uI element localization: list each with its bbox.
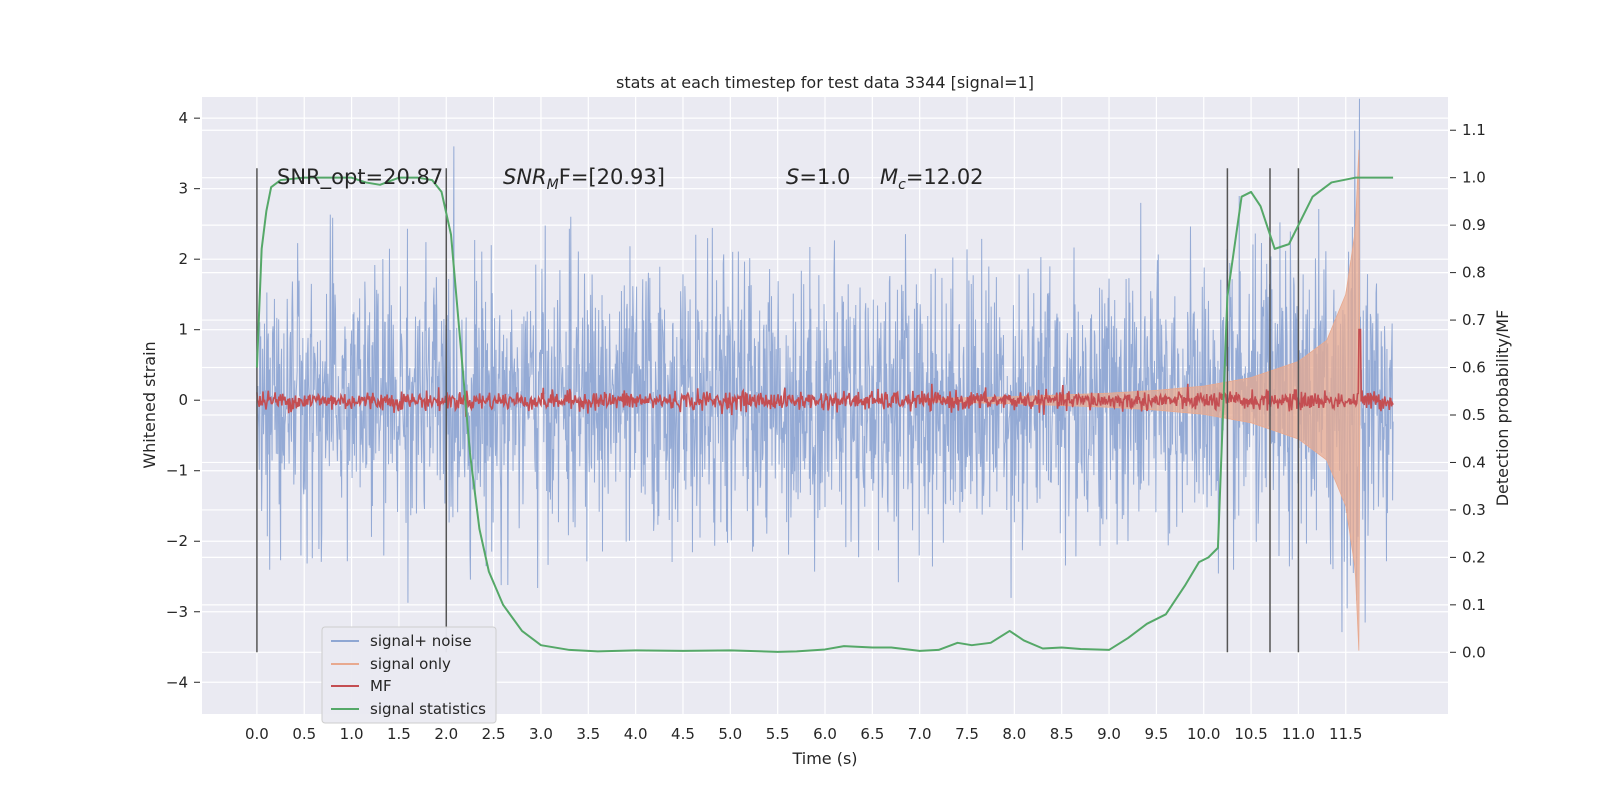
annotation-snr-mf-sub: M bbox=[547, 177, 559, 193]
x-tick-label: 8.0 bbox=[1002, 725, 1026, 743]
y-tick-label: −2 bbox=[166, 532, 188, 550]
tick-labels: 0.0 0.5 1.0 1.5 2.0 2.5 3.0 3.5 4.0 4.5 5.0 5.5 6.0 6… bbox=[166, 109, 1486, 743]
x-tick-label: 6.0 bbox=[813, 725, 837, 743]
y2-tick-label: 1.0 bbox=[1462, 169, 1486, 187]
legend-label-signal-only: signal only bbox=[370, 655, 451, 673]
y-tick-label: −3 bbox=[166, 603, 188, 621]
y-tick-label: 0 bbox=[178, 391, 188, 409]
annotation-s-main: S bbox=[786, 165, 799, 189]
data-layer bbox=[255, 98, 1394, 653]
x-tick-label: 11.5 bbox=[1329, 725, 1362, 743]
annotation-mc-rest: =12.02 bbox=[906, 165, 984, 189]
y2-tick-label: 0.3 bbox=[1462, 501, 1486, 519]
x-tick-label: 1.5 bbox=[387, 725, 411, 743]
x-tick-label: 3.0 bbox=[529, 725, 553, 743]
x-tick-label: 6.5 bbox=[860, 725, 884, 743]
y-tick-label: 2 bbox=[178, 250, 188, 268]
y2-tick-label: 0.8 bbox=[1462, 264, 1486, 282]
legend-label-signal-statistics: signal statistics bbox=[370, 700, 486, 718]
x-tick-label: 5.0 bbox=[718, 725, 742, 743]
annotation-snr-mf-rest: F=[20.93] bbox=[559, 165, 665, 189]
legend-label-signal-noise: signal+ noise bbox=[370, 632, 472, 650]
series-signal-statistics-line bbox=[255, 176, 1394, 653]
x-tick-label: 2.0 bbox=[434, 725, 458, 743]
y2-tick-label: 0.6 bbox=[1462, 359, 1486, 377]
x-tick-label: 10.0 bbox=[1187, 725, 1220, 743]
x-tick-label: 0.5 bbox=[292, 725, 316, 743]
annotation-snr-opt: SNR_opt=20.87 bbox=[277, 165, 443, 190]
x-tick-label: 11.0 bbox=[1282, 725, 1315, 743]
legend: signal+ noise signal only MF signal stat… bbox=[321, 626, 497, 724]
y-tick-label: 3 bbox=[178, 180, 188, 198]
y2-axis-label: Detection probability/MF bbox=[1493, 310, 1512, 507]
x-tick-label: 7.5 bbox=[955, 725, 979, 743]
x-tick-label: 9.0 bbox=[1097, 725, 1121, 743]
x-tick-label: 10.5 bbox=[1234, 725, 1267, 743]
y2-tick-label: 1.1 bbox=[1462, 121, 1486, 139]
x-tick-label: 5.5 bbox=[766, 725, 790, 743]
y2-tick-label: 0.4 bbox=[1462, 453, 1486, 471]
x-axis-label: Time (s) bbox=[791, 749, 857, 768]
x-tick-label: 4.0 bbox=[624, 725, 648, 743]
legend-label-mf: MF bbox=[370, 677, 392, 695]
x-tick-label: 0.0 bbox=[245, 725, 269, 743]
chart-title: stats at each timestep for test data 334… bbox=[616, 73, 1034, 92]
y-tick-label: −4 bbox=[166, 673, 188, 691]
x-tick-label: 1.0 bbox=[340, 725, 364, 743]
y2-tick-label: 0.2 bbox=[1462, 548, 1486, 566]
y-tick-label: −1 bbox=[166, 462, 188, 480]
annotations: SNR_opt=20.87 SNRMF=[20.93] S=1.0 Mc=12.… bbox=[277, 165, 984, 193]
annotation-mc-sub: c bbox=[898, 177, 906, 193]
annotation-mc: Mc=12.02 bbox=[880, 165, 984, 193]
legend-box bbox=[321, 626, 497, 724]
annotation-s: S=1.0 bbox=[786, 165, 850, 189]
x-tick-label: 2.5 bbox=[482, 725, 506, 743]
y-tick-label: 1 bbox=[178, 321, 188, 339]
x-tick-label: 8.5 bbox=[1050, 725, 1074, 743]
x-tick-label: 3.5 bbox=[576, 725, 600, 743]
y2-tick-label: 0.0 bbox=[1462, 643, 1486, 661]
y2-tick-label: 0.5 bbox=[1462, 406, 1486, 424]
x-tick-label: 4.5 bbox=[671, 725, 695, 743]
y2-tick-label: 0.1 bbox=[1462, 596, 1486, 614]
annotation-snr-mf: SNRMF=[20.93] bbox=[503, 165, 665, 193]
y2-tick-label: 0.7 bbox=[1462, 311, 1486, 329]
x-tick-label: 9.5 bbox=[1144, 725, 1168, 743]
annotation-s-rest: =1.0 bbox=[799, 165, 850, 189]
y-axis-label: Whitened strain bbox=[140, 341, 159, 468]
y2-tick-label: 0.9 bbox=[1462, 216, 1486, 234]
y-tick-label: 4 bbox=[178, 109, 188, 127]
annotation-mc-main: M bbox=[880, 165, 898, 189]
x-tick-label: 7.0 bbox=[908, 725, 932, 743]
annotation-snr-mf-main: SNR bbox=[503, 165, 547, 189]
